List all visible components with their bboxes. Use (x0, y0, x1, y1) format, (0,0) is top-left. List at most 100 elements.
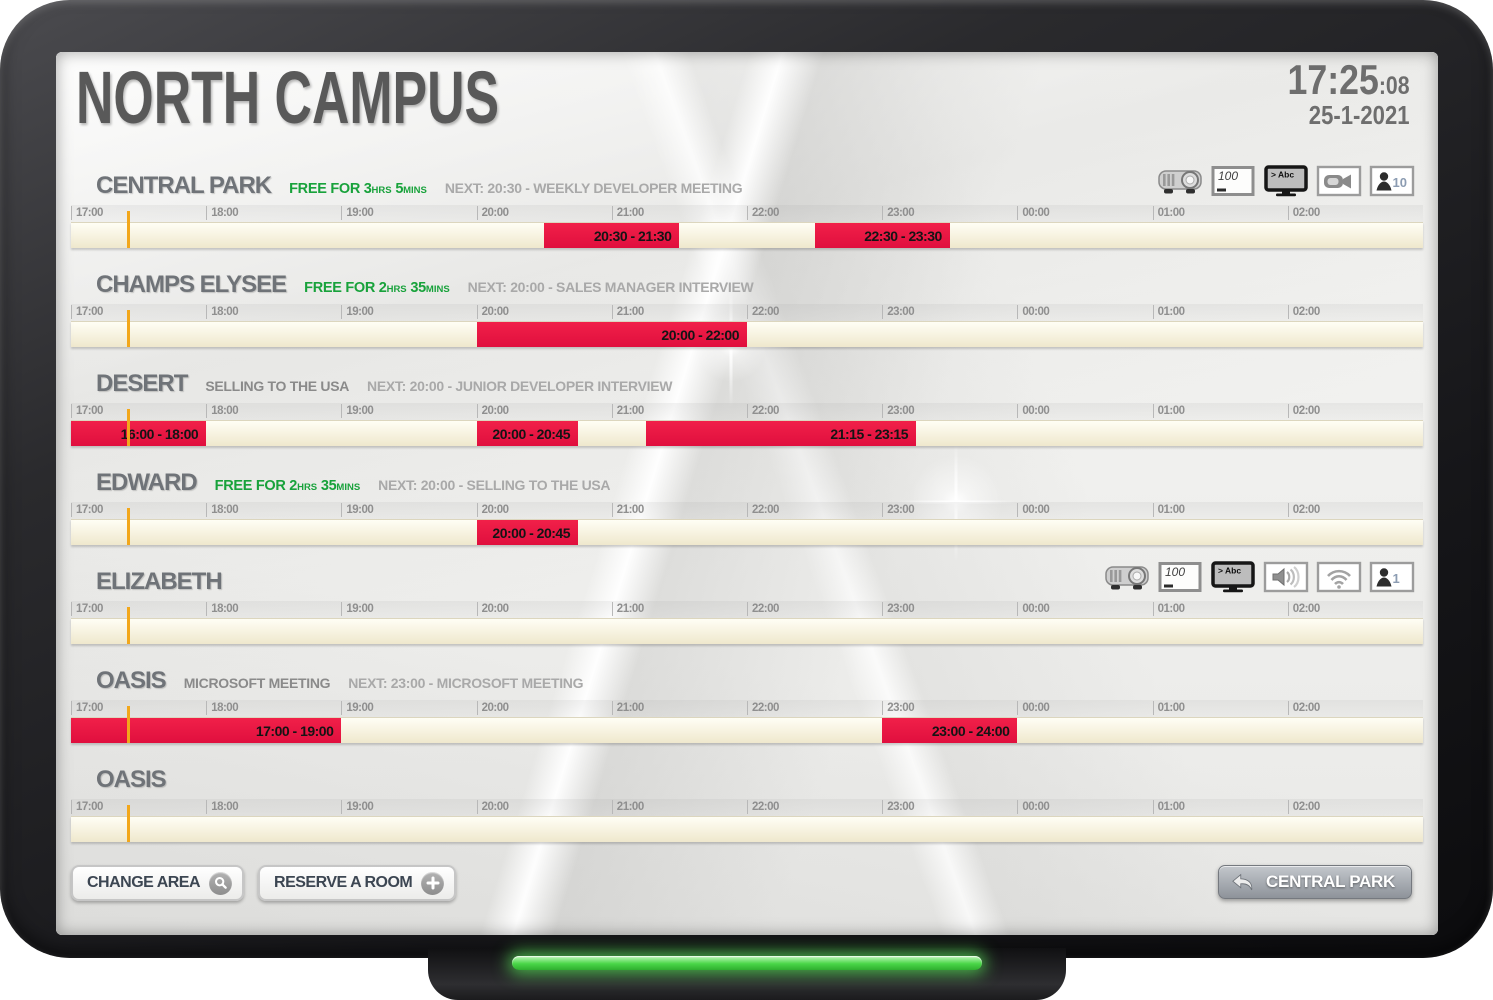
hour-label: 01:00 (1152, 404, 1185, 418)
hour-label: 20:00 (476, 305, 509, 319)
hour-label: 18:00 (206, 305, 239, 319)
clock-date: 25-1-2021 (1309, 100, 1410, 130)
hour-label: 20:00 (476, 206, 509, 220)
hour-label: 23:00 (882, 602, 915, 616)
hour-label: 21:00 (611, 503, 644, 517)
booking-time-label: 20:30 - 21:30 (593, 227, 672, 244)
booking-block[interactable]: 22:30 - 23:30 (814, 223, 950, 248)
room-row[interactable]: CENTRAL PARK FREE FOR 3HRS 5MINS NEXT: 2… (71, 165, 1423, 271)
footer-actions: CHANGE AREA RESERVE A ROOM (71, 865, 457, 901)
hour-labels: 17:00 18:00 19:00 20:00 21:00 22:00 23:00 00:00… (71, 700, 1423, 717)
room-row[interactable]: ELIZABETH 100 > Abc 1 17:00 18:00 19:00 20:00… (71, 561, 1423, 667)
timeline-bar: 20:30 - 21:30 22:30 - 23:30 (71, 222, 1423, 248)
hour-label: 23:00 (882, 305, 915, 319)
background-art (56, 52, 1438, 935)
hour-label: 18:00 (206, 206, 239, 220)
change-area-button[interactable]: CHANGE AREA (71, 865, 245, 901)
room-info: EDWARD FREE FOR 2HRS 35MINS NEXT: 20:00 … (71, 469, 1423, 499)
room-next-meeting: NEXT: 20:00 - JUNIOR DEVELOPER INTERVIEW (367, 378, 673, 394)
timeline-bar (71, 618, 1423, 644)
hour-label: 17:00 (71, 701, 103, 715)
booking-block[interactable]: 16:00 - 18:00 (71, 421, 207, 446)
header: NORTH CAMPUS 17:25:08 25-1-2021 (76, 56, 1410, 139)
hour-label: 17:00 (71, 206, 103, 220)
hour-label: 19:00 (341, 206, 374, 220)
hour-label: 19:00 (341, 701, 374, 715)
hour-label: 18:00 (206, 602, 239, 616)
room-status: FREE FOR 2HRS 35MINS (214, 478, 361, 494)
reserve-room-button[interactable]: RESERVE A ROOM (258, 865, 457, 901)
back-button[interactable]: CENTRAL PARK (1218, 865, 1412, 899)
hour-label: 17:00 (71, 602, 103, 616)
display-icon: > Abc (1263, 165, 1309, 197)
booking-block[interactable]: 20:30 - 21:30 (544, 223, 680, 248)
booking-block[interactable]: 21:15 - 23:15 (645, 421, 916, 446)
room-row[interactable]: CHAMPS ELYSEE FREE FOR 2HRS 35MINS NEXT:… (71, 271, 1423, 370)
now-marker (127, 211, 131, 248)
reserve-room-label: RESERVE A ROOM (274, 874, 413, 891)
booking-time-label: 20:00 - 20:45 (492, 524, 570, 541)
booking-time-label: 23:00 - 24:00 (931, 722, 1010, 739)
timeline-bar: 20:00 - 22:00 (71, 321, 1423, 347)
hour-label: 20:00 (476, 701, 509, 715)
booking-block[interactable]: 23:00 - 24:00 (882, 718, 1018, 743)
hour-label: 17:00 (71, 800, 103, 814)
hour-label: 23:00 (882, 701, 915, 715)
room-amenities: 100 > Abc 10 (1157, 165, 1415, 197)
hour-label: 20:00 (476, 602, 509, 616)
room-name: DESERT (96, 370, 188, 397)
hour-label: 01:00 (1152, 206, 1185, 220)
booking-block[interactable]: 17:00 - 19:00 (71, 718, 342, 743)
timeline-bar: 16:00 - 18:00 20:00 - 20:45 21:15 - 23:15 (71, 420, 1423, 446)
hour-label: 21:00 (611, 305, 644, 319)
speaker-icon (1263, 561, 1309, 593)
now-marker (127, 706, 131, 743)
hour-label: 22:00 (747, 404, 779, 418)
plus-icon (421, 871, 445, 895)
booking-time-label: 21:15 - 23:15 (830, 425, 908, 442)
booking-time-label: 20:00 - 20:45 (492, 425, 570, 442)
hour-label: 00:00 (1017, 701, 1050, 715)
back-button-label: CENTRAL PARK (1266, 872, 1395, 891)
room-row[interactable]: OASIS 17:00 18:00 19:00 20:00 21:00 22:00 23:0… (71, 766, 1423, 865)
booking-block[interactable]: 20:00 - 22:00 (476, 322, 747, 347)
hour-label: 22:00 (747, 602, 779, 616)
hour-label: 19:00 (341, 800, 374, 814)
room-info: CHAMPS ELYSEE FREE FOR 2HRS 35MINS NEXT:… (71, 271, 1423, 301)
room-row[interactable]: EDWARD FREE FOR 2HRS 35MINS NEXT: 20:00 … (71, 469, 1423, 568)
svg-text:10: 10 (1393, 175, 1407, 190)
hour-label: 19:00 (341, 503, 374, 517)
hour-label: 02:00 (1287, 800, 1320, 814)
room-name: ELIZABETH (96, 568, 223, 595)
hour-label: 21:00 (611, 404, 644, 418)
room-row[interactable]: DESERT SELLING TO THE USA NEXT: 20:00 - … (71, 370, 1423, 469)
page-title: NORTH CAMPUS (76, 56, 500, 139)
hour-label: 21:00 (611, 800, 644, 814)
hour-label: 00:00 (1017, 404, 1050, 418)
hour-label: 17:00 (71, 404, 103, 418)
hour-label: 01:00 (1152, 305, 1185, 319)
hour-label: 22:00 (747, 800, 779, 814)
svg-text:> Abc: > Abc (1218, 566, 1241, 576)
hour-labels: 17:00 18:00 19:00 20:00 21:00 22:00 23:00 00:00… (71, 304, 1423, 321)
room-next-meeting: NEXT: 20:00 - SALES MANAGER INTERVIEW (467, 279, 754, 295)
room-timeline: 17:00 18:00 19:00 20:00 21:00 22:00 23:00 00:00… (71, 700, 1423, 743)
led-bar (512, 956, 982, 970)
capacity-icon: 10 (1369, 165, 1415, 197)
room-status: FREE FOR 3HRS 5MINS (289, 181, 427, 197)
booking-time-label: 20:00 - 22:00 (661, 326, 739, 343)
change-area-label: CHANGE AREA (87, 874, 201, 891)
booking-block[interactable]: 20:00 - 20:45 (476, 520, 578, 545)
room-row[interactable]: OASIS MICROSOFT MEETING NEXT: 23:00 - MI… (71, 667, 1423, 766)
hour-labels: 17:00 18:00 19:00 20:00 21:00 22:00 23:00 00:00… (71, 403, 1423, 420)
hour-label: 20:00 (476, 503, 509, 517)
svg-text:> Abc: > Abc (1271, 170, 1294, 180)
hour-label: 21:00 (611, 701, 644, 715)
hour-label: 17:00 (71, 503, 103, 517)
room-next-meeting: NEXT: 20:30 - WEEKLY DEVELOPER MEETING (444, 180, 743, 196)
hour-labels: 17:00 18:00 19:00 20:00 21:00 22:00 23:00 00:00… (71, 205, 1423, 222)
booking-time-label: 16:00 - 18:00 (120, 425, 199, 442)
hour-label: 17:00 (71, 305, 103, 319)
hour-label: 00:00 (1017, 503, 1050, 517)
booking-block[interactable]: 20:00 - 20:45 (476, 421, 578, 446)
